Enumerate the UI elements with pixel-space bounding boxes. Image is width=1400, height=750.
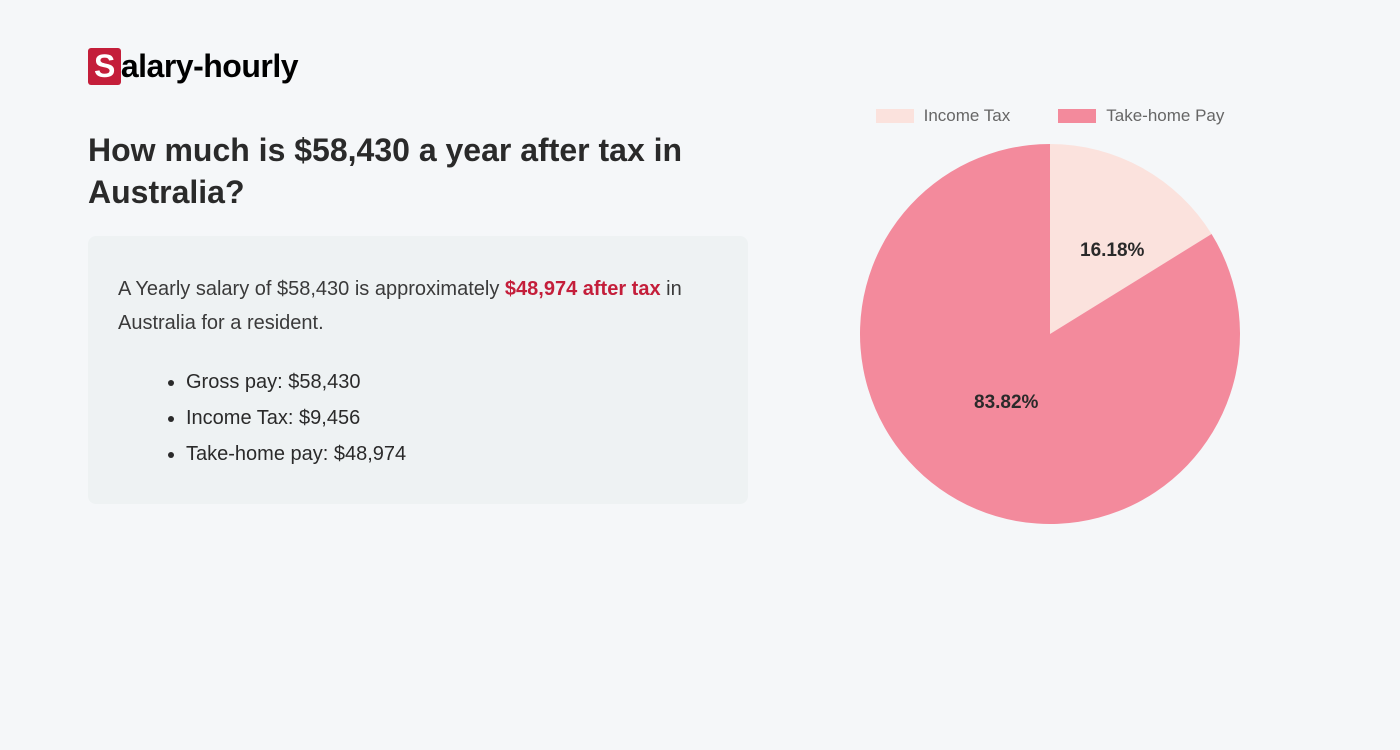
- summary-box: A Yearly salary of $58,430 is approximat…: [88, 236, 748, 504]
- summary-highlight: $48,974 after tax: [505, 278, 661, 300]
- list-item: Gross pay: $58,430: [186, 364, 718, 400]
- slice-label-take-home: 83.82%: [974, 392, 1038, 414]
- logo-badge: S: [88, 48, 121, 85]
- legend-swatch: [1058, 109, 1096, 123]
- slice-label-income-tax: 16.18%: [1080, 240, 1144, 262]
- legend-label: Take-home Pay: [1106, 106, 1224, 126]
- legend-label: Income Tax: [924, 106, 1011, 126]
- legend-swatch: [876, 109, 914, 123]
- summary-lead-before: A Yearly salary of $58,430 is approximat…: [118, 278, 505, 300]
- summary-list: Gross pay: $58,430 Income Tax: $9,456 Ta…: [118, 364, 718, 472]
- logo-text: alary-hourly: [121, 48, 298, 84]
- legend-item-income-tax: Income Tax: [876, 106, 1011, 126]
- pie-chart-section: Income Tax Take-home Pay 16.18% 83.82%: [840, 106, 1260, 524]
- legend-item-take-home: Take-home Pay: [1058, 106, 1224, 126]
- pie-svg: [860, 144, 1240, 524]
- summary-text: A Yearly salary of $58,430 is approximat…: [118, 272, 718, 340]
- list-item: Income Tax: $9,456: [186, 400, 718, 436]
- chart-legend: Income Tax Take-home Pay: [840, 106, 1260, 126]
- pie-chart: 16.18% 83.82%: [860, 144, 1240, 524]
- page-title: How much is $58,430 a year after tax in …: [88, 130, 728, 213]
- site-logo: Salary-hourly: [88, 48, 298, 85]
- list-item: Take-home pay: $48,974: [186, 436, 718, 472]
